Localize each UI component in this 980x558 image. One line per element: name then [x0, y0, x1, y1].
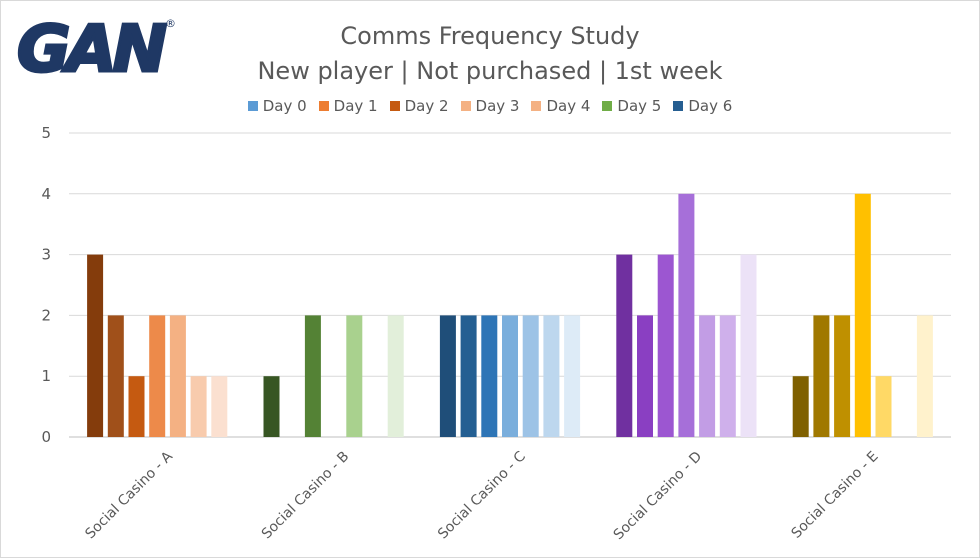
legend-swatch	[460, 101, 471, 111]
bar	[543, 315, 560, 437]
legend-label: Day 5	[617, 97, 662, 115]
legend-swatch	[389, 101, 400, 111]
bar	[678, 193, 695, 437]
legend-item-2: Day 2	[389, 97, 449, 115]
legend-swatch	[531, 101, 542, 111]
legend-item-3: Day 3	[460, 97, 520, 115]
y-tick-label: 2	[41, 306, 51, 324]
y-tick-label: 5	[41, 124, 51, 142]
legend-swatch	[318, 101, 329, 111]
bar	[564, 315, 581, 437]
chart-title: Comms Frequency Study New player | Not p…	[181, 19, 799, 89]
legend-item-6: Day 6	[673, 97, 732, 115]
x-tick-label: Social Casino - B	[259, 449, 353, 543]
legend-label: Day 0	[262, 97, 307, 115]
gan-logo: GAN ®	[16, 12, 177, 82]
bar	[616, 254, 633, 437]
legend-label: Day 2	[404, 97, 449, 115]
bar	[263, 376, 280, 437]
bar	[699, 315, 716, 437]
legend-label: Day 1	[333, 97, 378, 115]
bar	[813, 315, 830, 437]
x-tick-label: Social Casino - A	[82, 448, 176, 542]
y-tick-label: 4	[41, 185, 51, 203]
bar	[637, 315, 653, 437]
logo-text: GAN	[17, 13, 166, 81]
bar	[875, 376, 892, 437]
y-tick-label: 3	[41, 246, 51, 264]
bar	[304, 315, 321, 437]
chart-title-line1: Comms Frequency Study	[340, 22, 640, 50]
bar	[387, 315, 404, 437]
chart-title-line2: New player | Not purchased | 1st week	[257, 57, 723, 85]
bar	[854, 193, 871, 437]
legend-item-4: Day 4	[531, 97, 590, 115]
bar	[834, 315, 851, 437]
bar	[657, 254, 674, 437]
x-tick-label: Social Casino - C	[435, 448, 529, 542]
bar	[190, 376, 207, 437]
bar	[169, 315, 186, 437]
bar	[87, 254, 104, 437]
bar	[149, 315, 166, 437]
y-tick-label: 0	[41, 428, 51, 446]
x-tick-label: Social Casino - E	[788, 449, 881, 542]
legend-swatch	[247, 101, 258, 111]
chart-legend: Day 0 Day 1 Day 2 Day 3 Day 4 Day 5 Day 6	[1, 97, 979, 115]
bar	[792, 376, 809, 437]
legend-item-5: Day 5	[602, 97, 661, 115]
legend-label: Day 3	[475, 97, 520, 115]
bar	[460, 315, 477, 437]
y-tick-label: 1	[41, 367, 51, 385]
bar	[211, 376, 228, 437]
bar	[719, 315, 736, 437]
bar	[502, 315, 518, 437]
bar	[481, 315, 498, 437]
legend-item-1: Day 1	[318, 97, 378, 115]
bar	[107, 315, 124, 437]
bar	[740, 254, 757, 437]
bar	[128, 376, 145, 437]
legend-label: Day 6	[688, 97, 733, 115]
bar	[439, 315, 456, 437]
legend-swatch	[673, 101, 684, 111]
bar	[346, 315, 363, 437]
legend-item-0: Day 0	[247, 97, 307, 115]
x-tick-label: Social Casino - D	[611, 449, 706, 544]
logo-registered-mark: ®	[165, 17, 176, 30]
bar	[916, 315, 933, 437]
legend-label: Day 4	[546, 97, 591, 115]
bar	[522, 315, 539, 437]
legend-swatch	[602, 101, 613, 111]
